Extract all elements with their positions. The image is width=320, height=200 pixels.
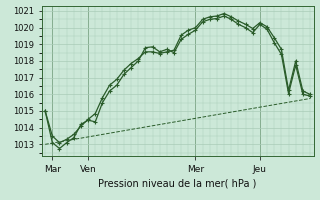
X-axis label: Pression niveau de la mer( hPa ): Pression niveau de la mer( hPa ) <box>99 178 257 188</box>
